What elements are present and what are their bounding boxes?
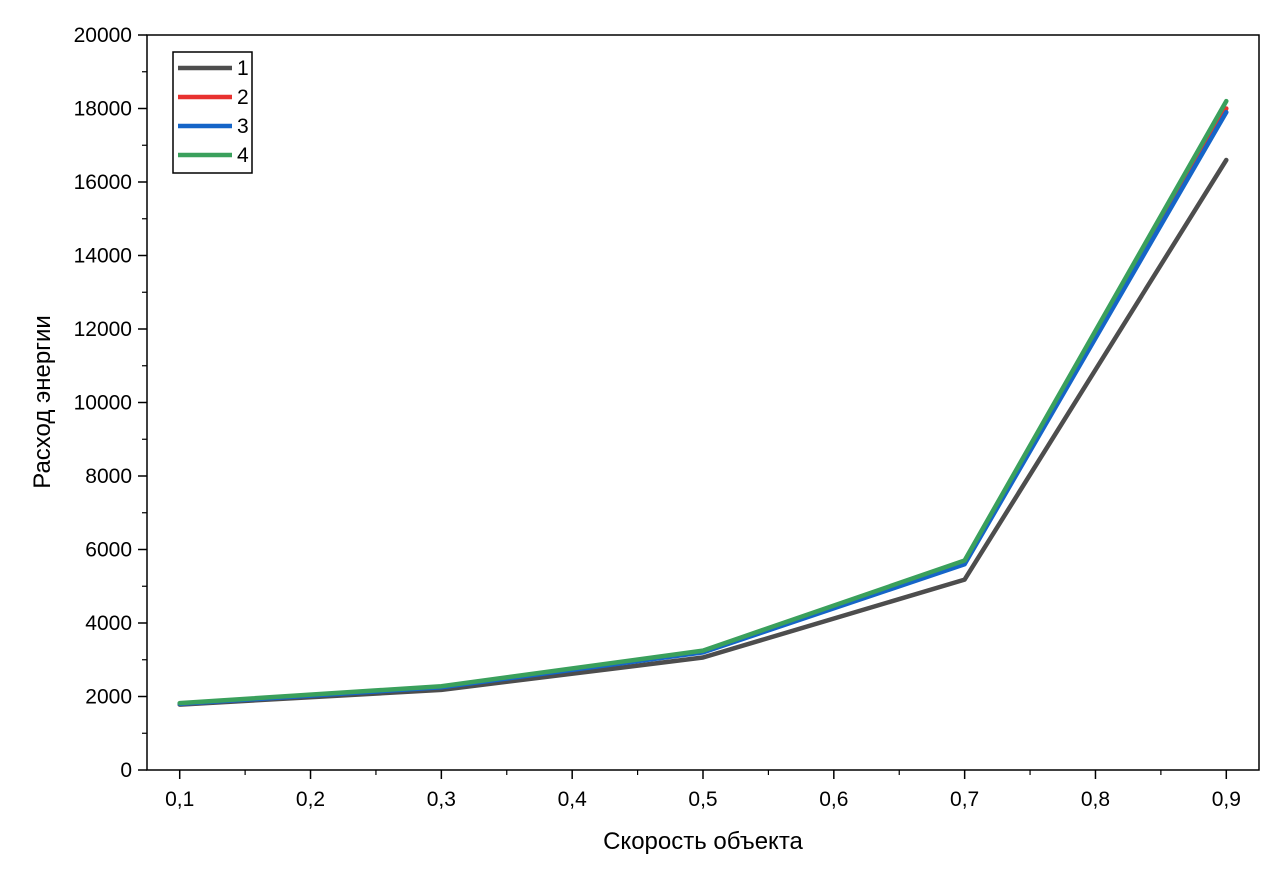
y-tick-label: 16000 [74,171,132,194]
x-tick-label: 0,6 [819,788,848,811]
legend-label: 2 [237,86,249,109]
y-tick-label: 2000 [85,686,132,709]
x-tick-label: 0,2 [296,788,325,811]
series-lines [177,98,1229,707]
y-tick-label: 8000 [85,465,132,488]
x-tick-label: 0,3 [427,788,456,811]
y-axis-title: Расход энергии [29,315,56,489]
series-line-2 [177,106,1229,707]
legend-label: 3 [237,115,249,138]
y-tick-label: 6000 [85,539,132,562]
legend-label: 1 [237,57,249,80]
y-tick-label: 10000 [74,392,132,415]
y-tick-label: 4000 [85,612,132,635]
x-tick-label: 0,9 [1212,788,1241,811]
x-tick-label: 0,5 [688,788,717,811]
series-line-1 [177,157,1229,707]
y-tick-label: 0 [120,759,132,782]
x-tick-label: 0,8 [1081,788,1110,811]
y-axis-ticks: 0 2000 4000 6000 8000 10000 12000 14000 16000 180… [74,24,147,782]
x-axis-ticks: 0,1 0,2 0,3 0,4 0,5 0,6 0,7 0,8 0,9 [165,770,1241,811]
x-axis-title: Скорость объекта [603,828,803,855]
y-tick-label: 14000 [74,245,132,268]
x-tick-label: 0,7 [950,788,979,811]
x-tick-label: 0,4 [558,788,588,811]
legend: 1 2 3 4 [172,51,253,174]
y-tick-label: 18000 [74,98,132,121]
series-line-4 [177,98,1229,706]
y-tick-label: 12000 [74,318,132,341]
y-tick-label: 20000 [74,24,132,47]
legend-label: 4 [237,144,249,167]
x-tick-label: 0,1 [165,788,194,811]
